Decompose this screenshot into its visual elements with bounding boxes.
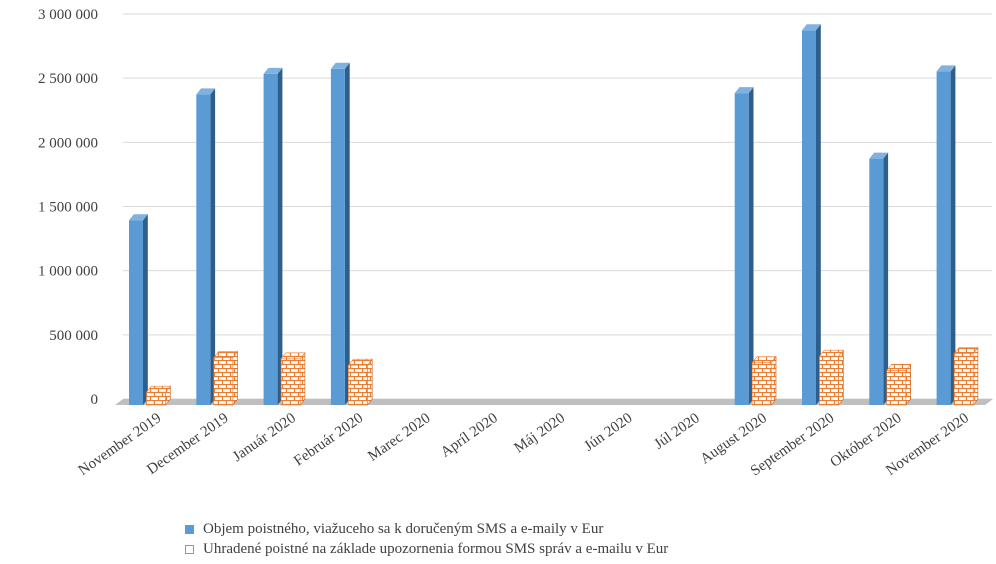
y-tick-label: 1 500 000 [38,200,98,216]
x-tick-label: Jún 2020 [581,410,635,454]
y-tick-label: 2 500 000 [38,71,98,87]
x-tick-label: Február 2020 [291,410,366,469]
bar-objem [129,214,148,405]
bar-objem [263,67,283,406]
bar-uhradene [953,346,979,406]
gridlines [123,13,992,400]
bar-objem [936,65,956,405]
bar-uhradene [280,351,306,406]
y-tick-label: 500 000 [49,328,98,344]
chart-floor [115,399,993,405]
bar-objem [196,88,216,405]
bar-uhradene [818,349,844,406]
bar-objem [802,24,821,406]
bar-uhradene [886,363,912,406]
legend-swatch-uhradene [185,545,194,554]
legend-swatch-objem [185,525,194,534]
legend-item-objem: Objem poistného, viažuceho sa k doručený… [185,521,603,538]
legend-item-uhradene: Uhradené poistné na základe upozornenia … [185,541,668,558]
legend-label-objem: Objem poistného, viažuceho sa k doručený… [203,521,604,537]
y-tick-label: 0 [91,392,99,408]
x-tick-label: Január 2020 [230,410,299,465]
bars [129,24,979,406]
bar-objem [734,87,754,406]
y-axis-ticks: 0 500 000 1 000 000 1 500 000 2 000 000 2 500… [38,7,98,408]
bar-uhradene [751,355,777,406]
x-tick-label: Máj 2020 [511,410,568,456]
x-tick-label: Apríl 2020 [438,410,501,461]
bar-uhradene [347,358,373,406]
x-tick-label: Júl 2020 [652,410,703,453]
x-tick-label: Marec 2020 [365,410,433,464]
bar-objem [330,62,350,406]
y-tick-label: 2 000 000 [38,135,98,151]
bar-uhradene [213,350,239,406]
chart-floor-plane [115,399,993,405]
bar-uhradene [145,385,171,406]
y-tick-label: 3 000 000 [38,7,98,23]
bar-objem [869,152,889,405]
y-tick-label: 1 000 000 [38,264,98,280]
legend-label-uhradene: Uhradené poistné na základe upozornenia … [203,541,669,557]
